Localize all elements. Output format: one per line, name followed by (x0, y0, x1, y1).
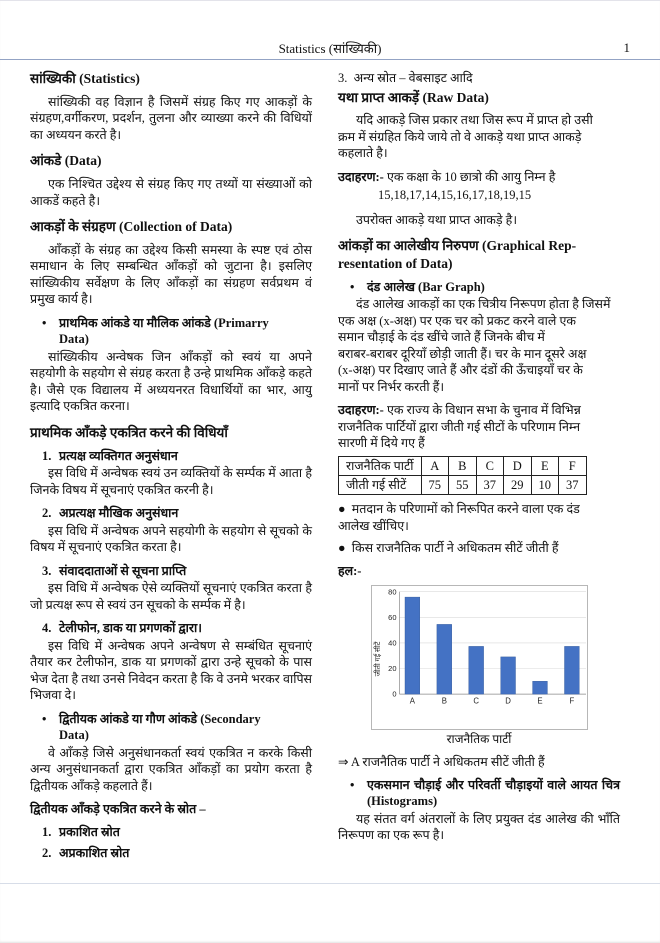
svg-text:20: 20 (388, 665, 396, 674)
svg-text:E: E (537, 697, 542, 706)
svg-text:0: 0 (392, 690, 396, 699)
svg-text:60: 60 (388, 613, 396, 622)
svg-text:80: 80 (388, 588, 396, 597)
svg-text:C: C (473, 697, 479, 706)
svg-text:F: F (569, 697, 574, 706)
svg-text:A: A (409, 697, 415, 706)
svg-text:जीती गई सीटें: जीती गई सीटें (373, 642, 383, 677)
svg-text:40: 40 (388, 639, 396, 648)
svg-text:D: D (505, 697, 511, 706)
svg-text:B: B (441, 697, 446, 706)
